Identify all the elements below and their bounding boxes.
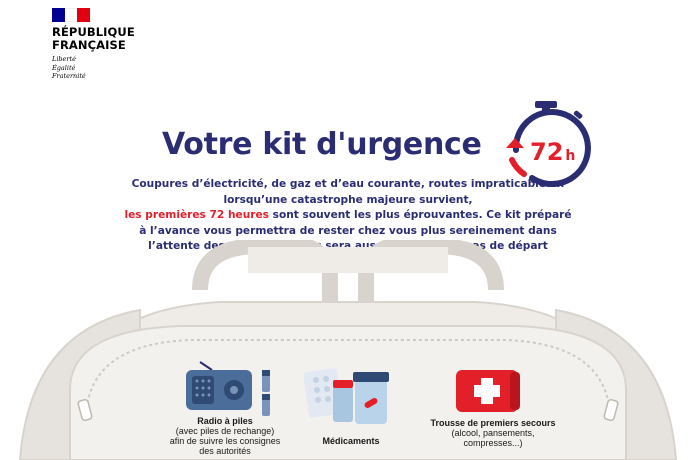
intro-text-1: Coupures d’électricité, de gaz et d’eau …: [131, 178, 565, 206]
item-first-aid-line-1: (alcool, pansements,: [451, 428, 535, 438]
french-flag-icon: [52, 8, 91, 22]
item-radio-line-1: (avec piles de rechange): [175, 426, 275, 436]
intro-highlight: les premières 72 heures: [124, 209, 269, 221]
first-aid-kit-icon: [456, 370, 520, 412]
motto-liberte: Liberté: [52, 55, 76, 63]
timer-value: 72: [530, 138, 564, 166]
item-radio-line-3: des autorités: [199, 446, 251, 456]
page-title: Votre kit d'urgence: [162, 127, 482, 162]
item-radio-title: Radio à piles: [197, 416, 253, 426]
backpack-illustration: [18, 240, 678, 460]
republic-motto: Liberté Égalité Fraternité: [52, 55, 172, 81]
logo-line-2: FRANÇAISE: [52, 38, 126, 52]
timer-unit: h: [565, 148, 576, 164]
logo-line-1: RÉPUBLIQUE: [52, 25, 135, 39]
motto-egalite: Égalité: [52, 63, 76, 72]
item-first-aid: Trousse de premiers secours (alcool, pan…: [418, 418, 568, 448]
item-radio-line-2: afin de suivre les consignes: [169, 436, 281, 446]
timer-label: 72 h: [530, 138, 575, 166]
motto-fraternite: Fraternité: [52, 72, 86, 80]
item-first-aid-line-2: compresses...): [463, 438, 523, 448]
medicine-icon: [303, 368, 389, 424]
stopwatch-icon: [506, 101, 591, 188]
item-first-aid-title: Trousse de premiers secours: [430, 418, 556, 428]
item-radio: Radio à piles (avec piles de rechange) a…: [150, 416, 300, 456]
republique-francaise-logo: RÉPUBLIQUE FRANÇAISE Liberté Égalité Fra…: [52, 8, 172, 81]
radio-icon: [186, 361, 270, 416]
item-medicine-title: Médicaments: [322, 436, 380, 446]
item-medicine: Médicaments: [296, 436, 406, 446]
